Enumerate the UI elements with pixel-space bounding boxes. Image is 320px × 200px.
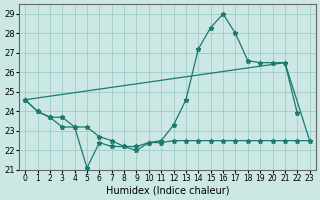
X-axis label: Humidex (Indice chaleur): Humidex (Indice chaleur)	[106, 186, 229, 196]
